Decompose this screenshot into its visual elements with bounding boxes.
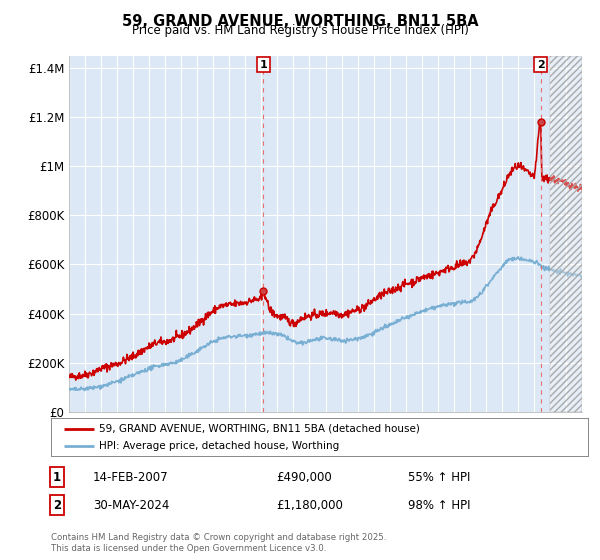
Text: 2: 2	[53, 498, 61, 512]
Text: 1: 1	[259, 59, 267, 69]
Text: £1,180,000: £1,180,000	[276, 498, 343, 512]
Text: Price paid vs. HM Land Registry's House Price Index (HPI): Price paid vs. HM Land Registry's House …	[131, 24, 469, 37]
Text: £490,000: £490,000	[276, 470, 332, 484]
Text: 59, GRAND AVENUE, WORTHING, BN11 5BA: 59, GRAND AVENUE, WORTHING, BN11 5BA	[122, 14, 478, 29]
Text: 98% ↑ HPI: 98% ↑ HPI	[408, 498, 470, 512]
Text: 2: 2	[537, 59, 545, 69]
Text: 55% ↑ HPI: 55% ↑ HPI	[408, 470, 470, 484]
Text: 30-MAY-2024: 30-MAY-2024	[93, 498, 169, 512]
Text: HPI: Average price, detached house, Worthing: HPI: Average price, detached house, Wort…	[100, 441, 340, 451]
Text: 14-FEB-2007: 14-FEB-2007	[93, 470, 169, 484]
Text: Contains HM Land Registry data © Crown copyright and database right 2025.
This d: Contains HM Land Registry data © Crown c…	[51, 533, 386, 553]
Text: 59, GRAND AVENUE, WORTHING, BN11 5BA (detached house): 59, GRAND AVENUE, WORTHING, BN11 5BA (de…	[100, 423, 420, 433]
Text: 1: 1	[53, 470, 61, 484]
